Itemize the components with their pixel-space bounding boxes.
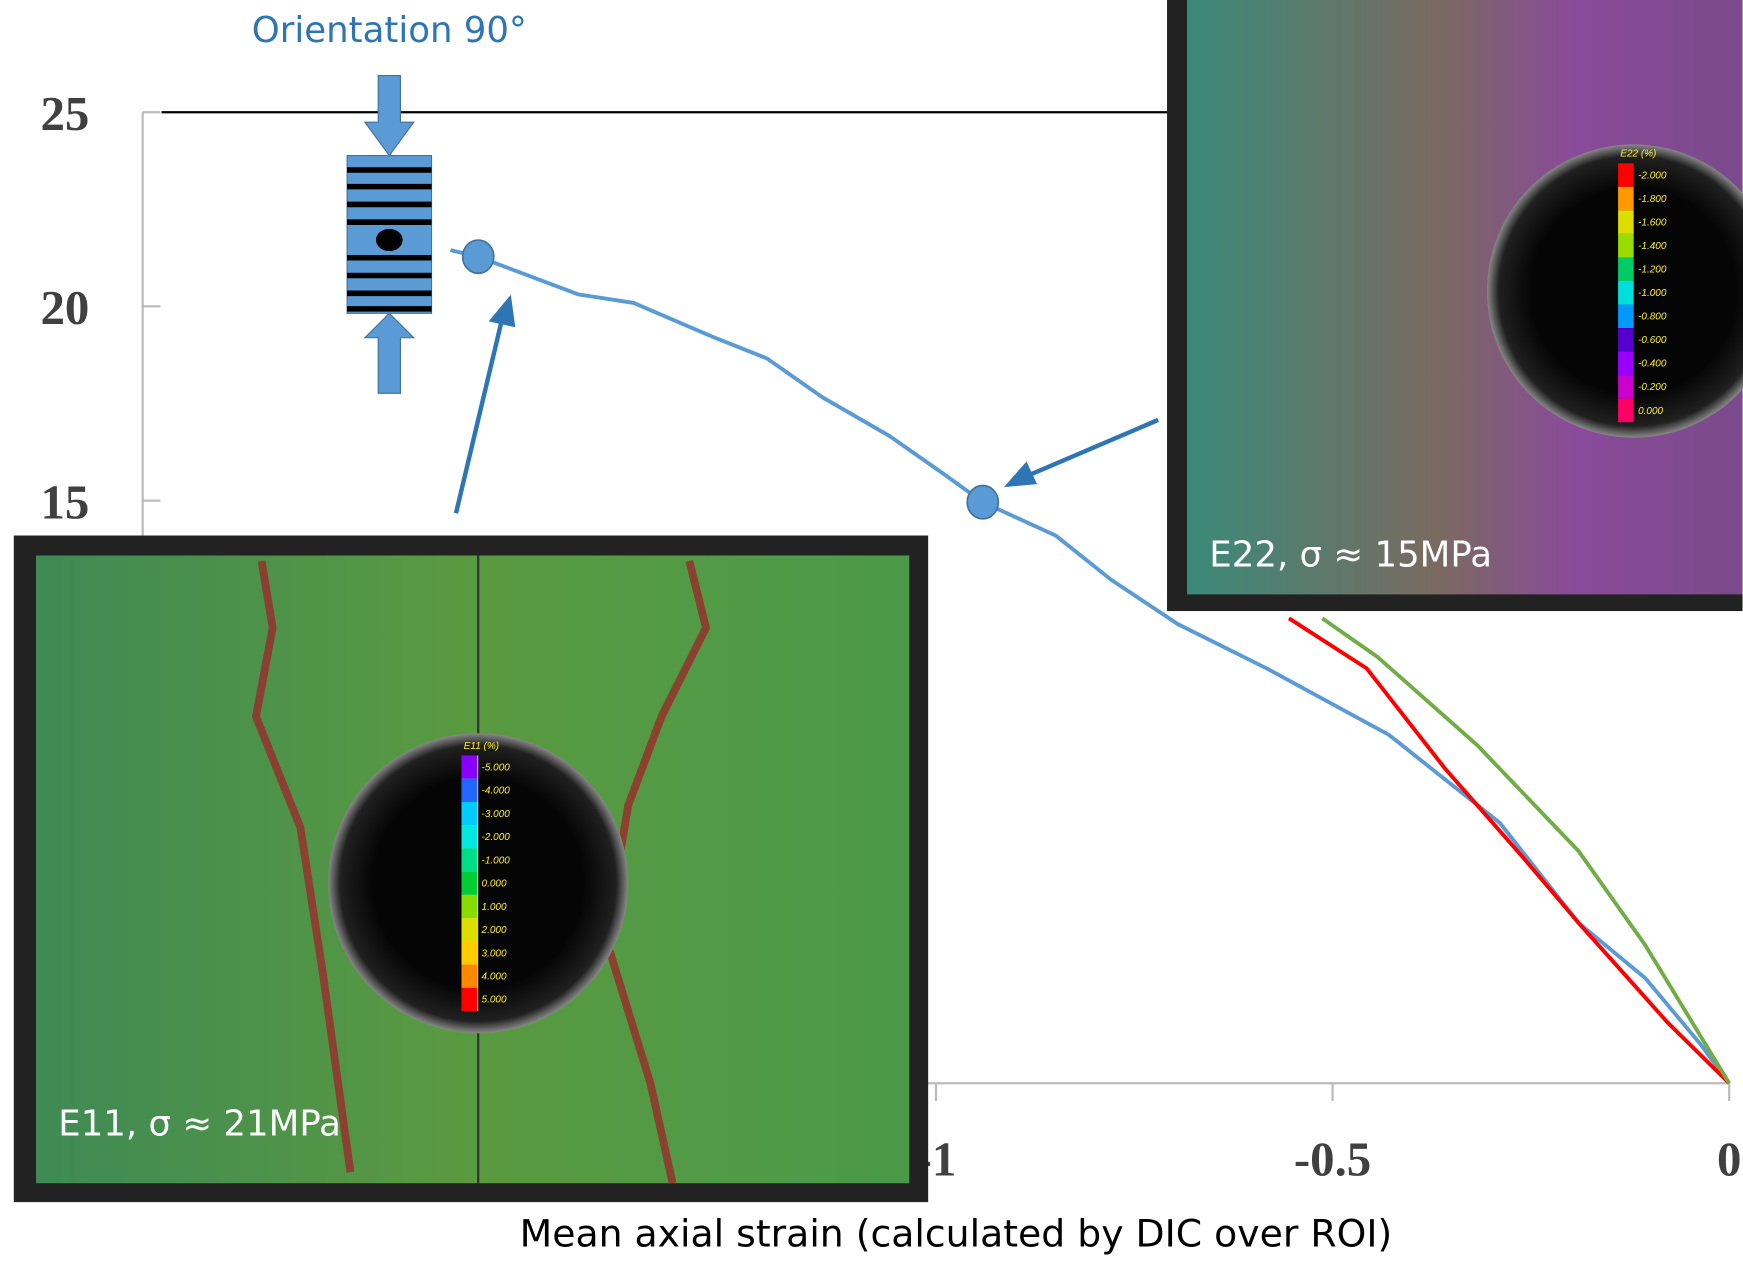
colorbar-title: E22 (%) [1620,149,1656,160]
colorbar-cell [1618,398,1634,423]
data-line [1287,616,1731,1085]
colorbar-cell [461,755,478,779]
colorbar-label: 3.000 [482,948,507,959]
colorbar-label: 5.000 [482,995,507,1006]
colorbar-cell [461,778,478,802]
colorbar-label: -4.000 [482,786,511,797]
colorbar-label: -2.000 [1638,170,1667,181]
colorbar-label: -5.000 [482,762,511,773]
colorbar-label: -0.600 [1638,335,1667,346]
colorbar-label: -0.400 [1638,359,1667,370]
colorbar-cell [1618,328,1634,352]
inset-e22 [1167,0,1743,612]
colorbar-cell [461,964,478,988]
colorbar-cell [1618,351,1634,376]
colorbar-label: -0.800 [1638,312,1667,323]
colorbar-cell [461,987,478,1012]
colorbar-cell [1618,186,1634,211]
colorbar-label: -1.400 [1638,241,1667,252]
data-line [1321,616,1731,1085]
colorbar-label: -1.200 [1638,265,1667,276]
inset-e11 [13,535,929,1203]
colorbar-label: 0.000 [482,879,507,890]
colorbar-cell [461,848,478,872]
y-tick-label: 15 [40,474,89,529]
colorbar-label: -1.800 [1638,194,1667,205]
colorbar-label: 0.000 [1638,406,1663,417]
colorbar-label: 2.000 [481,925,507,936]
colorbar-cell [1618,233,1634,258]
orientation-label: Orientation 90° [252,10,527,51]
colorbar-label: 1.000 [482,902,507,913]
colorbar-cell [461,801,478,826]
marker [966,484,1000,520]
colorbar-cell [1618,257,1634,281]
colorbar-cell [461,871,478,895]
colorbar-label: 4.000 [482,972,507,983]
arrows [453,294,1160,514]
specimen-icon [346,74,433,394]
colorbar-cell [461,825,478,849]
inset-caption: E11, σ ≈ 21MPa [58,1103,341,1144]
colorbar-label: -3.000 [482,809,511,820]
marker [461,239,495,275]
colorbar-cell [1618,304,1634,329]
colorbar-label: -0.200 [1638,382,1667,393]
colorbar-cell [461,941,478,965]
colorbar-label: -2.000 [482,832,511,843]
colorbar-cell [1618,280,1634,305]
x-tick-label: -0.5 [1294,1131,1371,1186]
inset-caption: E22, σ ≈ 15MPa [1209,535,1492,576]
x-tick-label: 0 [1717,1131,1741,1186]
colorbar-cell [461,894,478,919]
colorbar-cell [1618,210,1634,234]
colorbar-cell [1618,375,1634,399]
colorbar-label: -1.000 [482,855,511,866]
colorbar-label: -1.600 [1638,217,1667,228]
y-tick-label: 20 [40,280,89,335]
colorbar-cell [461,918,478,942]
colorbar-label: -1.000 [1638,288,1667,299]
y-tick-label: 25 [40,86,89,141]
colorbar-cell [1618,163,1634,187]
colorbar-title: E11 (%) [464,741,499,752]
x-axis-label: Mean axial strain (calculated by DIC ove… [520,1212,1393,1256]
